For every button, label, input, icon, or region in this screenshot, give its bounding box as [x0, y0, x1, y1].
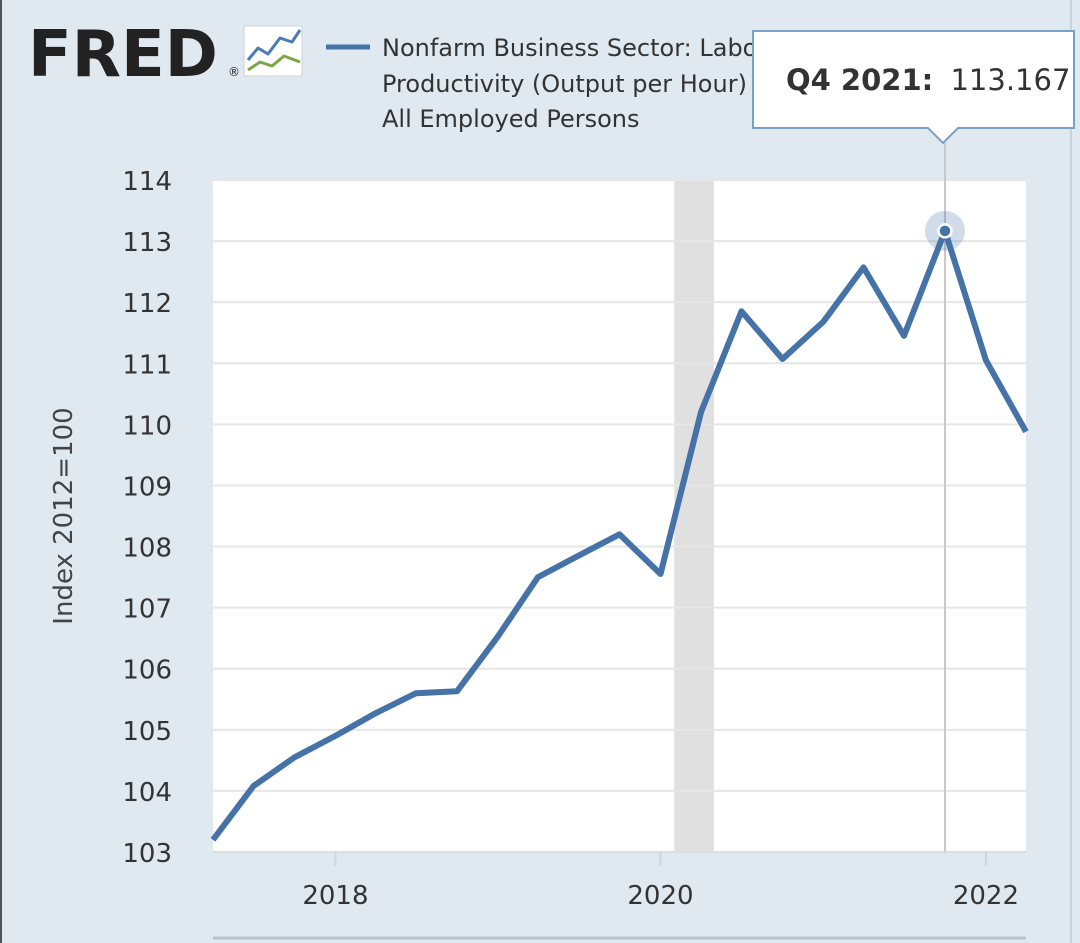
- y-tick-114: 114: [122, 167, 172, 197]
- tooltip-value: 113.167: [950, 63, 1070, 97]
- x-tick-2020: 2020: [627, 881, 693, 911]
- x-tick-2018: 2018: [302, 881, 368, 911]
- recession-band: [674, 180, 714, 852]
- legend-line-1: Nonfarm Business Sector: Labor: [382, 34, 767, 62]
- legend: Nonfarm Business Sector: Labor Productiv…: [326, 34, 778, 133]
- fred-logo-text: FRED: [28, 18, 218, 92]
- y-tick-108: 108: [122, 534, 172, 564]
- tooltip: Q4 2021: 113.167: [752, 30, 1075, 145]
- y-tick-110: 110: [122, 411, 172, 441]
- y-tick-107: 107: [122, 595, 172, 625]
- y-axis-title: Index 2012=100: [49, 407, 79, 624]
- series-group: [210, 227, 1029, 842]
- y-tick-111: 111: [122, 350, 172, 380]
- y-tick-113: 113: [122, 228, 172, 258]
- y-tick-labels: 103 104 105 106 107 108 109 110 111 112 113 114: [122, 167, 172, 869]
- y-tick-105: 105: [122, 717, 172, 747]
- recession-shading: [674, 180, 714, 852]
- y-gridlines: [213, 179, 1026, 853]
- frame-left-edge: [0, 0, 2, 943]
- y-tick-106: 106: [122, 656, 172, 686]
- frame-right-edge: [1070, 0, 1072, 943]
- highlight-point[interactable]: [937, 223, 953, 239]
- plot-area: [213, 180, 1026, 852]
- x-tick-2022: 2022: [953, 881, 1019, 911]
- tooltip-inner: [772, 50, 1054, 108]
- svg-text:Q4 2021: 113.167: Q4 2021: 113.167: [786, 63, 1070, 97]
- fred-logo[interactable]: FRED ®: [28, 18, 303, 92]
- tooltip-label: Q4 2021:: [786, 63, 933, 97]
- registered-mark: ®: [228, 65, 240, 79]
- y-tick-112: 112: [122, 289, 172, 319]
- highlight-marker[interactable]: [924, 210, 965, 251]
- legend-line-2: Productivity (Output per Hour) fo: [382, 70, 778, 98]
- legend-line-3: All Employed Persons: [382, 105, 640, 133]
- y-tick-109: 109: [122, 472, 172, 502]
- series-line-0: [210, 227, 1029, 842]
- line-graph-icon: [243, 25, 303, 77]
- y-tick-103: 103: [122, 839, 172, 869]
- x-tick-labels: 2018 2020 2022: [302, 852, 1019, 911]
- y-tick-104: 104: [122, 778, 172, 808]
